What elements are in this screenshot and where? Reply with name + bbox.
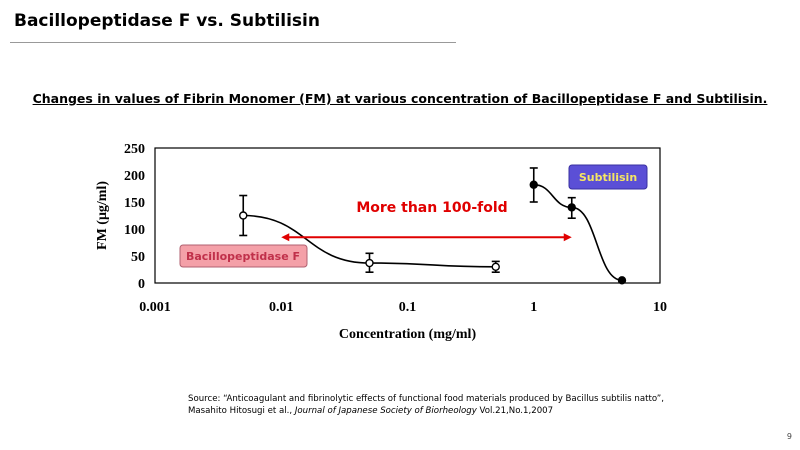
y-tick-label: 200 bbox=[124, 169, 145, 184]
subtilisin-label-box bbox=[568, 164, 648, 190]
bacillopeptidase-label: Bacillopeptidase F bbox=[186, 250, 300, 263]
fold-annotation: More than 100-fold bbox=[356, 200, 507, 216]
y-tick-label: 50 bbox=[131, 250, 145, 265]
source-volume: Vol.21,No.1,2007 bbox=[476, 406, 554, 416]
x-axis-label: Concentration (mg/ml) bbox=[339, 327, 477, 342]
source-line-2: Masahito Hitosugi et al., Journal of Jap… bbox=[188, 405, 664, 417]
chart-subtitle: Changes in values of Fibrin Monomer (FM)… bbox=[32, 91, 768, 106]
x-tick-label: 0.01 bbox=[269, 300, 294, 315]
data-point bbox=[491, 262, 500, 271]
arrow-head-left-icon bbox=[281, 233, 290, 242]
source-authors: Masahito Hitosugi et al., bbox=[188, 406, 295, 416]
data-point bbox=[239, 211, 248, 220]
y-tick-label: 0 bbox=[138, 277, 145, 292]
x-tick-label: 1 bbox=[530, 300, 537, 315]
bacillopeptidase-label-box bbox=[179, 244, 308, 268]
y-tick-label: 250 bbox=[124, 142, 145, 157]
y-axis-label: FM (μg/ml) bbox=[95, 181, 110, 250]
arrow-head-right-icon bbox=[563, 233, 572, 242]
subtilisin-label: Subtilisin bbox=[579, 171, 637, 184]
data-point bbox=[617, 276, 627, 285]
x-tick-label: 0.1 bbox=[399, 300, 417, 315]
page-number: 9 bbox=[786, 432, 792, 441]
data-point bbox=[529, 180, 538, 189]
data-point bbox=[567, 203, 576, 212]
plot-frame bbox=[154, 147, 661, 284]
data-point bbox=[365, 258, 374, 268]
y-tick-label: 150 bbox=[124, 196, 145, 211]
source-citation: Source: “Anticoagulant and fibrinolytic … bbox=[188, 393, 664, 417]
slide-title: Bacillopeptidase F vs. Subtilisin bbox=[14, 11, 320, 31]
x-tick-label: 0.001 bbox=[139, 300, 171, 315]
series-line-1 bbox=[533, 183, 623, 282]
source-journal: Journal of Japanese Society of Biorheolo… bbox=[294, 406, 477, 416]
title-divider bbox=[10, 42, 456, 43]
y-tick-label: 100 bbox=[124, 223, 145, 238]
source-line-1: Source: “Anticoagulant and fibrinolytic … bbox=[188, 394, 664, 404]
x-tick-label: 10 bbox=[653, 300, 667, 315]
